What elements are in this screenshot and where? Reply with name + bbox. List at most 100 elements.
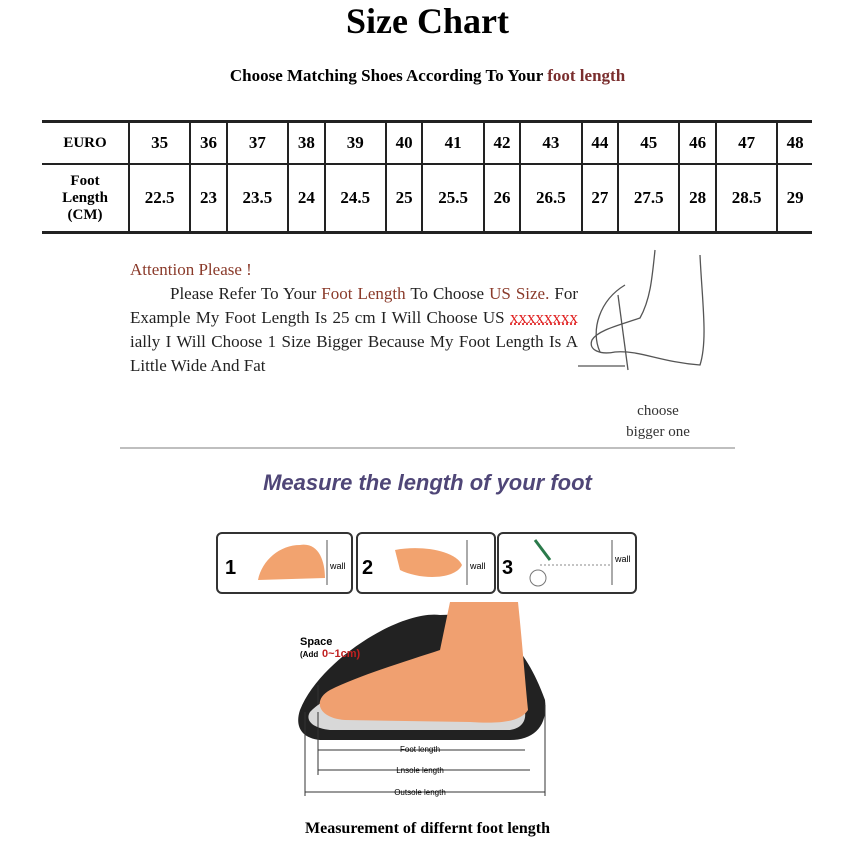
table-cell: 24.5 [323,164,387,234]
cell-text: 29 [786,188,804,207]
foot-icon [395,548,462,577]
cell-text: 39 [346,133,364,152]
table-cell: 26 [482,164,522,234]
table-cell: 27 [580,164,620,234]
table-cell: 22.5 [127,164,192,234]
cell-text: 23 [200,188,218,207]
table-cell: 23.5 [225,164,290,234]
space-label: Space [300,636,332,648]
step-number: 3 [502,557,513,579]
wall-label: wall [329,561,346,571]
table-cell: 48 [776,120,812,165]
cell-text: 28.5 [731,188,762,207]
attention-segment: To Choose [405,284,490,303]
table-cell: 25.5 [421,164,485,234]
table-row: Foot Length (CM) 22.5 23 23.5 24 24.5 25 25.5 26… [42,164,812,234]
cell-text: 42 [493,133,511,152]
table-cell: 28 [678,164,717,234]
wall-label: wall [614,554,631,564]
table-cell: 47 [714,120,779,165]
attention-block: Attention Please ! Please Refer To Your … [130,258,578,378]
cell-text: 45 [640,133,658,152]
table-cell: Foot Length (CM) [42,164,130,234]
table-cell: 26.5 [519,164,583,234]
shoe-diagram: Space (Add 0~1cm) Foot length Lnsole len… [298,602,546,797]
table-cell: 40 [384,120,424,165]
cell-text: 28 [689,188,707,207]
table-cell: 25 [384,164,424,234]
foot [319,602,528,723]
subtitle-text: Choose Matching Shoes According To Your [229,66,548,85]
size-table: EURO 35 36 37 38 39 40 41 42 43 44 45 46 47 48 Foot Len… [42,120,812,234]
cell-text: 22.5 [144,188,175,207]
subtitle-highlight: foot length [547,66,626,85]
note-line2: bigger one [626,424,690,440]
cell-text: 25.5 [438,188,468,207]
cell-text: 35 [151,133,169,152]
add-label: (Add [300,650,318,659]
table-cell: 45 [617,120,681,165]
cell-text: 36 [200,133,218,152]
outsole-length-label: Outsole length [394,788,446,797]
step-box [497,532,637,594]
pen-icon [533,539,552,561]
cell-text: 23.5 [242,188,273,207]
cell-text: 38 [297,133,315,152]
measure-title: Measure the length of your foot [263,470,592,495]
cell-text: 46 [689,133,707,152]
attention-segment: Foot Length [321,284,406,303]
cell-text: 47 [738,133,756,152]
table-cell: 43 [519,120,583,165]
table-cell: 36 [189,120,228,165]
cell-text: 26 [493,188,511,207]
table-cell: 23 [189,164,228,234]
table-cell: 35 [127,120,192,165]
foot-length-label: Foot length [400,745,440,754]
wall-label: wall [469,561,486,571]
step-number: 2 [362,557,373,579]
cell-text: 25 [395,188,413,207]
table-cell: 29 [776,164,812,234]
cell-text: 27 [591,188,609,207]
table-cell: 39 [323,120,387,165]
attention-segment: ially I Will Choose 1 Size Bigger Becaus… [130,332,578,375]
caption: Measurement of differnt foot length [305,820,550,837]
attention-heading: Attention Please ! [130,260,252,279]
cell-text: 26.5 [536,188,566,207]
attention-segment: xxxxxxxx [510,308,578,327]
table-cell: 28.5 [714,164,779,234]
table-cell: 38 [287,120,326,165]
ruler-icon [529,569,547,587]
table-cell: 37 [225,120,290,165]
row-header: Foot Length (CM) [62,172,108,223]
cell-text: 41 [444,133,462,152]
table-cell: EURO [42,120,130,165]
table-cell: 27.5 [617,164,681,234]
cell-text: 43 [542,133,560,152]
cell-text: 24.5 [340,188,371,207]
insole-length-label: Lnsole length [396,766,444,775]
table-cell: 46 [678,120,717,165]
row-header: EURO [63,134,107,151]
attention-segment: Please Refer To Your [170,284,322,303]
cell-text: 48 [786,133,804,152]
table-cell: 24 [287,164,326,234]
foot-icon [258,544,325,580]
cell-text: 24 [297,188,315,207]
note-line1: choose [637,403,679,419]
step-number: 1 [225,557,236,579]
table-cell: 44 [580,120,620,165]
subtitle: Choose Matching Shoes According To Your … [0,66,855,86]
title: Size Chart [346,1,509,41]
cell-text: 27.5 [633,188,664,207]
table-cell: 42 [482,120,522,165]
range-label: 0~1cm) [322,648,361,660]
attention-text: Please Refer To Your Foot Length To Choo… [130,282,578,378]
cell-text: 37 [248,133,266,152]
cell-text: 40 [395,133,413,152]
table-row: EURO 35 36 37 38 39 40 41 42 43 44 45 46 47 48 [42,120,812,165]
steps: 1 2 3 wall wall wall [216,532,637,594]
attention-segment: US Size. [489,284,550,303]
